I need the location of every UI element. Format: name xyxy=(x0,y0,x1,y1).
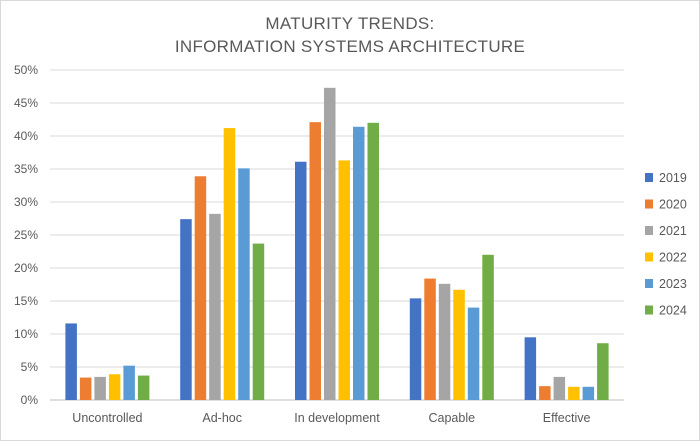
legend-label-2022: 2022 xyxy=(659,251,687,265)
bar-2023 xyxy=(467,307,480,400)
bar-2021 xyxy=(438,283,451,400)
legend-swatch-2020 xyxy=(645,199,653,209)
bar-2019 xyxy=(295,161,307,400)
bar-2024 xyxy=(252,243,265,400)
bar-2020 xyxy=(424,278,436,400)
y-tick-label: 25% xyxy=(14,228,38,242)
y-tick-label: 10% xyxy=(14,327,38,341)
bar-2020 xyxy=(539,386,551,400)
bar-2024 xyxy=(367,122,379,401)
legend-label-2019: 2019 xyxy=(659,171,687,185)
x-category-label: Ad-hoc xyxy=(202,411,242,425)
y-tick-label: 45% xyxy=(14,96,38,110)
bar-2020 xyxy=(194,176,207,400)
x-category-label: Uncontrolled xyxy=(72,411,142,425)
legend-label-2024: 2024 xyxy=(659,304,687,318)
bar-2021 xyxy=(209,213,221,400)
bar-2023 xyxy=(238,168,250,400)
y-tick-label: 30% xyxy=(14,195,38,209)
bar-2023 xyxy=(123,365,135,400)
bar-2020 xyxy=(309,122,321,400)
bar-2022 xyxy=(338,160,350,400)
legend-label-2021: 2021 xyxy=(659,224,687,238)
bar-2021 xyxy=(324,87,336,400)
y-tick-label: 20% xyxy=(14,261,38,275)
bar-2023 xyxy=(353,126,365,400)
chart-title-line-1: MATURITY TRENDS: xyxy=(265,14,435,33)
legend-swatch-2023 xyxy=(645,279,653,288)
bar-2019 xyxy=(180,219,192,400)
bar-2019 xyxy=(409,298,422,400)
bar-2022 xyxy=(568,386,580,400)
legend-swatch-2022 xyxy=(645,252,653,262)
bar-2024 xyxy=(482,254,494,400)
y-tick-label: 50% xyxy=(14,63,38,77)
x-category-label: Capable xyxy=(429,411,476,425)
bar-2024 xyxy=(137,375,150,400)
bar-2021 xyxy=(94,376,106,400)
x-category-label: Effective xyxy=(543,411,591,425)
legend-swatch-2024 xyxy=(645,305,653,315)
bar-2020 xyxy=(79,377,92,400)
y-tick-label: 0% xyxy=(21,393,39,407)
chart-title-line-2: INFORMATION SYSTEMS ARCHITECTURE xyxy=(174,37,526,56)
legend-label-2023: 2023 xyxy=(659,277,687,291)
y-tick-label: 5% xyxy=(21,360,39,374)
chart-title: MATURITY TRENDS: INFORMATION SYSTEMS ARC… xyxy=(0,12,700,58)
bar-2021 xyxy=(553,376,566,400)
y-tick-label: 15% xyxy=(14,294,38,308)
y-tick-label: 35% xyxy=(14,162,38,176)
legend-swatch-2019 xyxy=(645,173,653,182)
bar-2022 xyxy=(453,289,465,400)
x-category-label: In development xyxy=(294,411,380,425)
bar-2023 xyxy=(582,386,595,400)
bar-2024 xyxy=(597,343,609,400)
bar-2019 xyxy=(524,337,537,400)
legend-swatch-2021 xyxy=(645,226,653,235)
y-tick-label: 40% xyxy=(14,129,38,143)
legend-label-2020: 2020 xyxy=(659,198,687,212)
bar-2019 xyxy=(65,323,77,400)
bar-2022 xyxy=(108,374,121,400)
bar-2022 xyxy=(223,128,236,400)
